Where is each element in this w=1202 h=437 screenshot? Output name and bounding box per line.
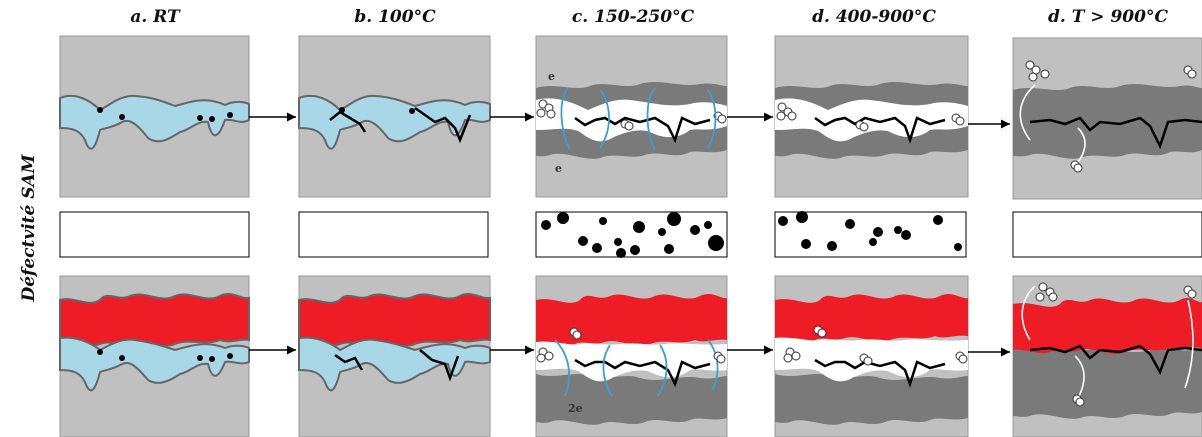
panel-d1-bottom [774,275,969,437]
panel-c-top: e e [535,35,728,198]
sam-defect-dot-icon [409,108,415,114]
sam-defect-dot-icon [97,349,103,355]
oxygen-molecule-icon [1025,60,1050,82]
sam-defect-dot-icon [119,114,125,120]
sam-defect-dot-icon [227,353,233,359]
panel-b-top [298,35,491,198]
panel-d2-bottom [1012,275,1202,437]
oxygen-molecule-icon [859,353,873,366]
oxygen-molecule-icon [1183,285,1197,299]
sam-defect-dot-icon [227,112,233,118]
oxygen-molecule-icon [1070,160,1083,173]
sam-defect-dot-icon [97,107,103,113]
defectivity-box-c [535,211,728,258]
electron-label-bottom: e [555,162,562,175]
defectivity-box-b [298,211,489,258]
electron-label-top: e [548,70,555,83]
panel-d1-top [774,35,969,198]
sam-defect-dot-icon [209,116,215,122]
panel-a-top [59,35,250,198]
oxygen-molecule-icon [1035,282,1058,302]
electron-pair-label: 2e [568,402,583,415]
panel-b-bottom [298,275,491,437]
oxygen-molecule-icon [855,120,869,132]
sam-defect-dot-icon [339,107,345,113]
oxygen-molecule-icon [620,119,634,131]
panel-d2-top [1012,37,1202,200]
sam-defect-dot-icon [119,355,125,361]
column-title-a: a. RT [130,7,181,27]
column-title-d2: d. T > 900°C [1048,7,1168,27]
oxygen-molecule-icon [951,113,965,126]
oxygen-molecule-icon [1072,394,1085,407]
oxygen-molecule-icon [776,102,797,121]
defectivity-box-d1 [774,211,967,258]
oxygen-molecule-icon [955,351,968,364]
sam-defect-dot-icon [197,115,203,121]
oxygen-molecule-icon [783,347,801,363]
oxygen-molecule-icon [536,99,556,119]
oxygen-molecule-icon [536,347,554,363]
side-label: Défectvité SAM [19,153,39,302]
oxygen-molecule-icon [569,327,582,340]
column-title-c: c. 150-250°C [572,7,695,27]
panel-a-bottom [59,275,250,437]
column-title-d1: d. 400-900°C [812,7,936,27]
defectivity-box-d2 [1012,211,1202,258]
oxygen-molecule-icon [1183,65,1197,79]
sam-defect-dot-icon [197,355,203,361]
panel-c-bottom: 2e [535,275,728,437]
oxygen-molecule-icon [713,351,726,364]
column-title-b: b. 100°C [354,7,436,27]
oxygen-molecule-icon [813,325,827,338]
sam-defect-dot-icon [209,356,215,362]
defectivity-box-a [59,211,250,258]
